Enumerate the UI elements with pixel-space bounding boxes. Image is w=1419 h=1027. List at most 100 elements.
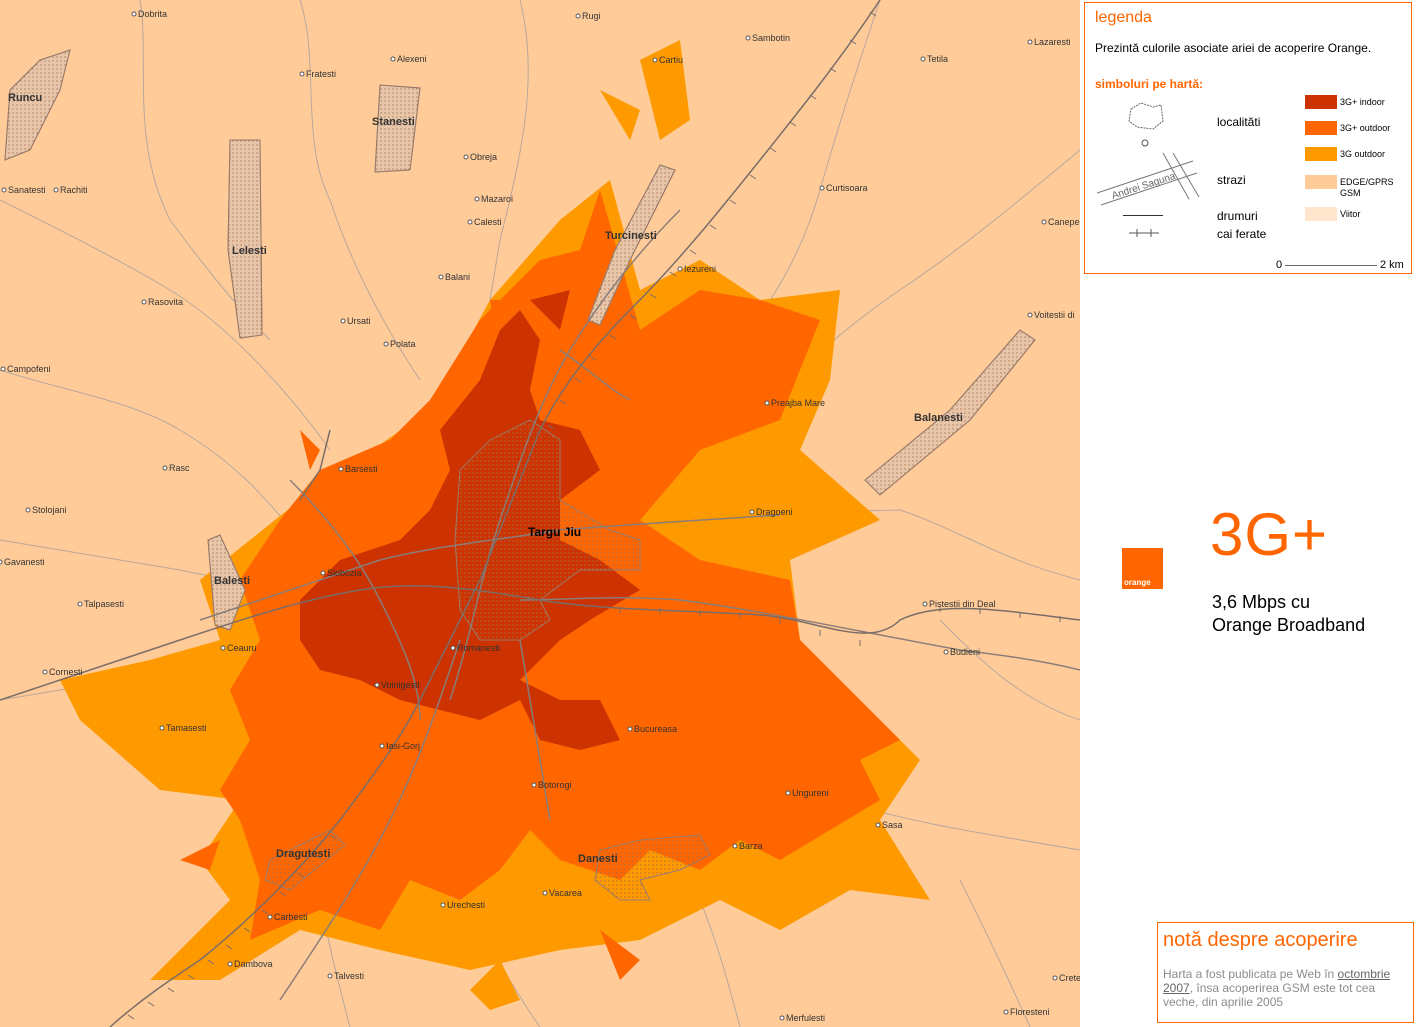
place-label: Iasi-Gorj bbox=[386, 741, 420, 751]
locality-marker bbox=[474, 196, 480, 202]
locality-symbol-icon bbox=[1128, 102, 1164, 147]
town-label: Balesti bbox=[214, 575, 250, 587]
tagline-broadband: Orange Broadband bbox=[1212, 615, 1366, 635]
locality-marker bbox=[764, 400, 770, 406]
place-label: Barza bbox=[739, 841, 763, 851]
legend-swatch-label-4: Viitor bbox=[1340, 209, 1361, 219]
place-label: Talpasesti bbox=[84, 599, 124, 609]
legend-swatch-4 bbox=[1305, 207, 1337, 221]
locality-marker bbox=[327, 973, 333, 979]
place-label: Slobozia bbox=[327, 568, 362, 578]
place-label: Bucureasa bbox=[634, 724, 677, 734]
orange-logo: orange bbox=[1122, 548, 1163, 589]
railway-ticks bbox=[127, 11, 1061, 1020]
locality-marker bbox=[162, 465, 168, 471]
logo-text: orange bbox=[1124, 578, 1151, 587]
note-text: Harta a fost publicata pe Web în octombr… bbox=[1163, 967, 1411, 1009]
locality-marker bbox=[159, 725, 165, 731]
place-label: Iezureni bbox=[684, 264, 716, 274]
coverage-map[interactable]: Dobrita Rugi Sambotin Lazaresti Fratesti Alex… bbox=[0, 0, 1080, 1027]
locality-marker bbox=[227, 961, 233, 967]
locality-marker bbox=[652, 57, 658, 63]
locality-marker bbox=[42, 669, 48, 675]
place-label: Dobrita bbox=[138, 9, 167, 19]
locality-marker bbox=[450, 645, 456, 651]
locality-marker bbox=[920, 56, 926, 62]
place-labels: Dobrita Rugi Sambotin Lazaresti Fratesti Alex… bbox=[0, 9, 1080, 1023]
note-date-link[interactable]: octombrie 2007 bbox=[1163, 967, 1391, 995]
locality-marker bbox=[1, 187, 7, 193]
locality-marker bbox=[779, 1015, 785, 1021]
locality-marker bbox=[320, 570, 326, 576]
locality-marker bbox=[25, 507, 31, 513]
legend-swatch-3 bbox=[1305, 175, 1337, 189]
place-label: Ursati bbox=[347, 316, 371, 326]
place-label: Barsesti bbox=[345, 464, 378, 474]
place-label: Fratesti bbox=[306, 69, 336, 79]
locality-marker bbox=[383, 341, 389, 347]
place-label: Cornesti bbox=[49, 667, 83, 677]
place-label: Sasa bbox=[882, 820, 903, 830]
legend-swatch-label-0: 3G+ indoor bbox=[1340, 97, 1385, 107]
place-label: Floresteni bbox=[1010, 1007, 1050, 1017]
place-label: Rasc bbox=[169, 463, 190, 473]
locality-marker bbox=[77, 601, 83, 607]
town-label: Danesti bbox=[578, 853, 618, 865]
legend-swatch-0 bbox=[1305, 95, 1337, 109]
locality-marker bbox=[340, 318, 346, 324]
place-label: Budieni bbox=[950, 647, 980, 657]
locality-marker bbox=[677, 266, 683, 272]
locality-marker bbox=[299, 71, 305, 77]
locality-marker bbox=[531, 782, 537, 788]
locality-marker bbox=[542, 890, 548, 896]
locality-marker bbox=[220, 645, 226, 651]
scale-end: 2 km bbox=[1380, 259, 1404, 271]
town-label: Lelesti bbox=[232, 245, 267, 257]
scale-bar bbox=[1285, 265, 1377, 266]
note-text-after: , însa acoperirea GSM este tot cea veche… bbox=[1163, 981, 1376, 1009]
locality-marker bbox=[1003, 1009, 1009, 1015]
place-label: Campofeni bbox=[7, 364, 51, 374]
place-label: Tamasesti bbox=[166, 723, 207, 733]
locality-marker bbox=[141, 299, 147, 305]
locality-marker bbox=[875, 822, 881, 828]
place-label: Stolojani bbox=[32, 505, 67, 515]
place-label: Curtisoara bbox=[826, 183, 868, 193]
place-label: Vacarea bbox=[549, 888, 582, 898]
locality-marker bbox=[131, 11, 137, 17]
streets-label: strazi bbox=[1217, 173, 1246, 187]
place-label: Rugi bbox=[582, 11, 601, 21]
locality-marker bbox=[379, 743, 385, 749]
locality-marker bbox=[53, 187, 59, 193]
locality-marker bbox=[785, 790, 791, 796]
place-label: Merfulesti bbox=[786, 1013, 825, 1023]
locality-marker bbox=[819, 185, 825, 191]
place-label: Polata bbox=[390, 339, 416, 349]
place-label: Tetila bbox=[927, 54, 948, 64]
road-symbol-icon bbox=[1123, 215, 1163, 216]
place-label: Calesti bbox=[474, 217, 502, 227]
locality-marker bbox=[1052, 975, 1058, 981]
legend-swatch-label-3: EDGE/GPRS GSM bbox=[1340, 177, 1394, 198]
locality-marker bbox=[338, 466, 344, 472]
railways bbox=[0, 0, 1080, 1027]
locality-marker bbox=[1027, 312, 1033, 318]
localities-label: localităti bbox=[1217, 115, 1261, 129]
roads-label: drumuri bbox=[1217, 209, 1258, 223]
locality-marker bbox=[1041, 219, 1047, 225]
place-label: Crete bbox=[1059, 973, 1080, 983]
place-label: Sambotin bbox=[752, 33, 790, 43]
tagline-speed: 3,6 Mbps cu bbox=[1212, 592, 1311, 612]
locality-marker bbox=[463, 154, 469, 160]
place-label: Talvesti bbox=[334, 971, 364, 981]
locality-marker bbox=[438, 274, 444, 280]
locality-marker bbox=[467, 219, 473, 225]
locality-marker bbox=[575, 13, 581, 19]
note-text-before: Harta a fost publicata pe Web în bbox=[1163, 967, 1338, 981]
town-areas bbox=[4, 49, 1036, 901]
place-label: Botorogi bbox=[538, 780, 572, 790]
locality-marker bbox=[745, 35, 751, 41]
legend-swatch-label-2: 3G outdoor bbox=[1340, 149, 1386, 159]
locality-marker bbox=[0, 366, 6, 372]
legend-swatch-label-1: 3G+ outdoor bbox=[1340, 123, 1391, 133]
